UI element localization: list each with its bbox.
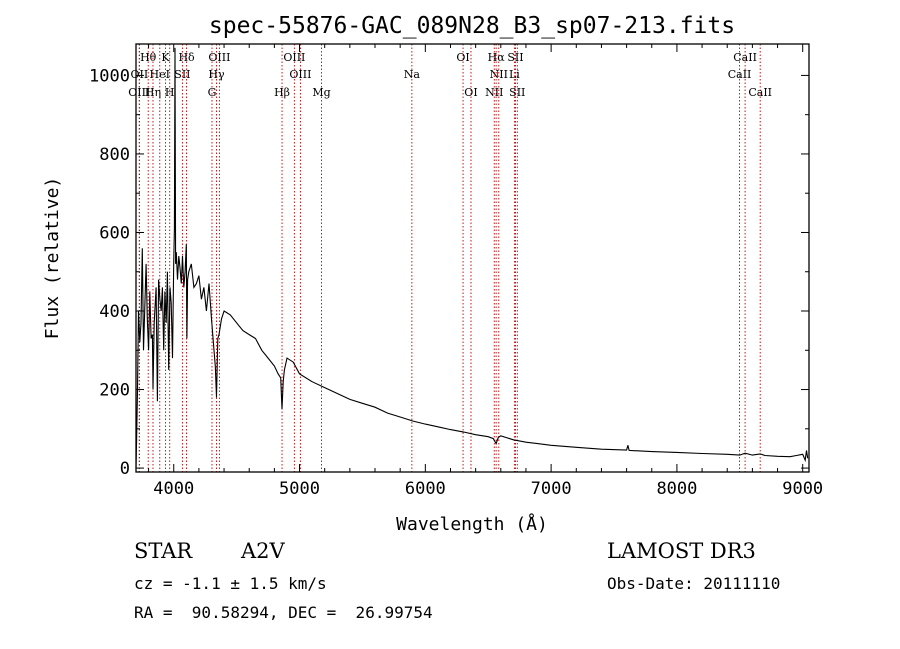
spectral-line-label: CaII — [748, 86, 772, 99]
redshift-readout: cz = -1.1 ± 1.5 km/s — [134, 574, 327, 593]
spectral-line-label: CaII — [733, 51, 757, 64]
x-axis-label: Wavelength (Å) — [396, 513, 548, 535]
x-tick-label: 5000 — [279, 479, 320, 499]
object-subclass: A2V — [241, 539, 285, 563]
observation-date: Obs-Date: 20111110 — [607, 574, 781, 593]
x-tick-label: 7000 — [531, 479, 572, 499]
y-tick-label: 0 — [120, 459, 130, 479]
spectral-line-label: OIII — [283, 51, 305, 64]
x-tick-label: 8000 — [656, 479, 697, 499]
object-class: STAR — [134, 539, 193, 563]
spectrum-line — [135, 47, 809, 469]
y-tick-label: 1000 — [89, 66, 130, 86]
spectral-line-label: OI — [456, 51, 469, 64]
coordinates-readout: RA = 90.58294, DEC = 26.99754 — [134, 603, 433, 622]
spectral-line-label: CaII — [728, 68, 752, 81]
spectral-line-label: Hα — [488, 51, 506, 64]
spectral-line-label: SII — [174, 68, 190, 81]
spectral-line-label: H — [165, 86, 175, 99]
spectral-line-label: Li — [509, 68, 520, 81]
spectral-line-label: OI — [464, 86, 477, 99]
y-tick-label: 200 — [99, 381, 130, 401]
spectral-line-label: HeI — [150, 68, 170, 81]
spectral-line-label: K — [161, 51, 170, 64]
y-tick-label: 800 — [99, 145, 130, 165]
spectral-line-label: Hη — [145, 86, 161, 99]
y-axis-label: Flux (relative) — [42, 177, 63, 340]
spectral-line-label: SII — [507, 51, 523, 64]
spectral-line-markers — [138, 44, 761, 472]
plot-frame — [135, 43, 810, 473]
y-tick-label: 600 — [99, 223, 130, 243]
spectral-line-label: NII — [485, 86, 503, 99]
y-tick-label: 400 — [99, 302, 130, 322]
x-tick-label: 4000 — [153, 479, 194, 499]
spectral-line-label: OIII — [289, 68, 311, 81]
survey-name: LAMOST DR3 — [607, 539, 756, 563]
spectral-line-label: Mg — [312, 86, 330, 99]
spectral-line-label: OII — [131, 68, 149, 81]
x-tick-label: 6000 — [405, 479, 446, 499]
spectral-line-label: Hβ — [274, 86, 290, 99]
spectral-line-label: Hθ — [140, 51, 157, 64]
spectral-line-label: G — [208, 86, 217, 99]
spectral-line-label: NII — [490, 68, 508, 81]
x-tick-label: 9000 — [782, 479, 823, 499]
spectral-line-label: Hγ — [208, 68, 225, 81]
spectral-line-label: Hδ — [178, 51, 195, 64]
axis-ticks: 4000 5000 6000 7000 8000 9000 0 200 400 600 800 100… — [89, 44, 823, 499]
spectral-line-label: OIII — [128, 86, 150, 99]
spectral-line-label: OIII — [208, 51, 230, 64]
chart-title: spec-55876-GAC_089N28_B3_sp07-213.fits — [209, 13, 735, 39]
spectral-line-label: SII — [509, 86, 525, 99]
spectral-line-label: Na — [404, 68, 421, 81]
